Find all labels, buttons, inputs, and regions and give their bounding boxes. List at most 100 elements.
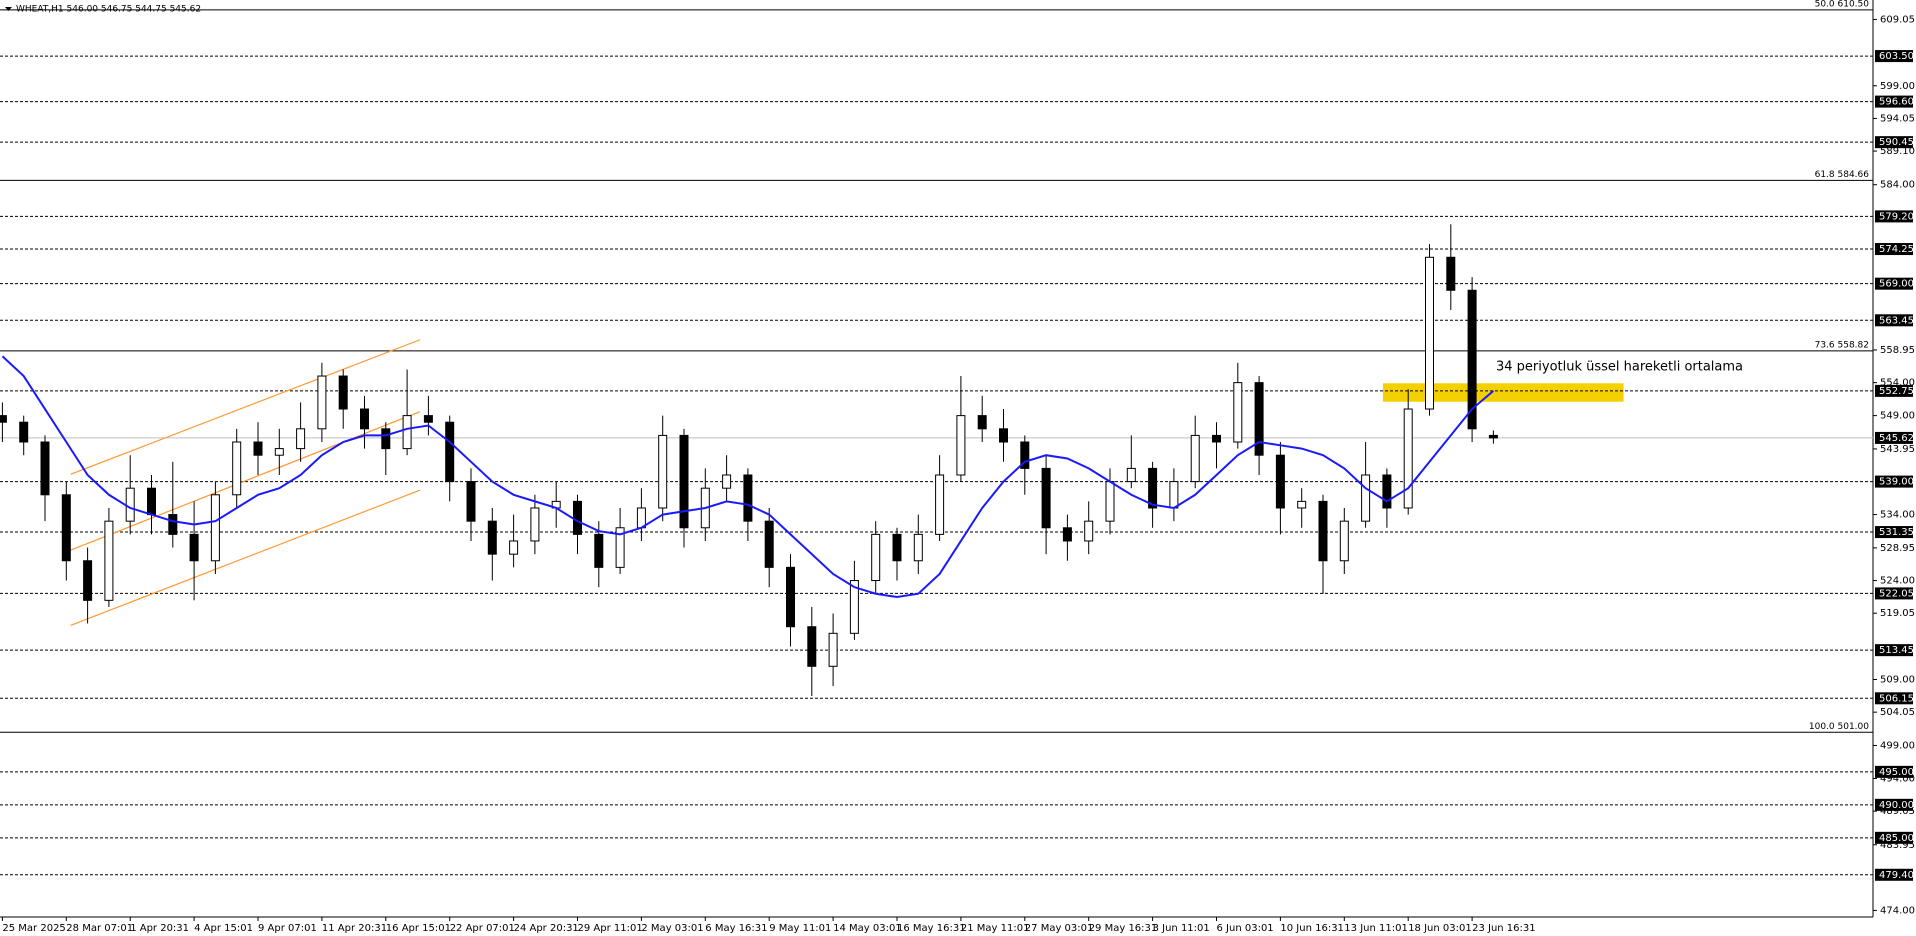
candle-body bbox=[935, 474, 945, 535]
candle-body bbox=[1020, 441, 1030, 469]
candle-body bbox=[871, 533, 881, 582]
candle-body bbox=[1169, 481, 1179, 509]
candle-body bbox=[402, 415, 412, 450]
candle-body bbox=[1148, 467, 1158, 509]
y-tick-label: 558.95 bbox=[1880, 345, 1915, 356]
x-tick-label: 10 Jun 16:31 bbox=[1280, 923, 1344, 934]
x-tick-label: 11 Apr 20:31 bbox=[322, 923, 387, 934]
candle-body bbox=[615, 527, 625, 568]
candle-body bbox=[1382, 474, 1392, 509]
y-tick-label: 483.95 bbox=[1880, 840, 1915, 851]
candle-body bbox=[1297, 500, 1307, 509]
level-label-box bbox=[1875, 50, 1913, 63]
x-tick-label: 16 May 16:31 bbox=[897, 923, 966, 934]
candle-body bbox=[1361, 474, 1371, 522]
channel-line bbox=[70, 411, 421, 551]
x-tick-label: 27 May 03:01 bbox=[1025, 923, 1094, 934]
level-label: 495.00 bbox=[1879, 767, 1914, 778]
candle-body bbox=[594, 533, 604, 568]
fib-label: 50.0 610.50 bbox=[1815, 0, 1870, 9]
candle-body bbox=[1212, 434, 1221, 443]
candle-body bbox=[83, 560, 93, 601]
x-tick-label: 3 Jun 11:01 bbox=[1153, 923, 1210, 934]
level-label: 596.60 bbox=[1879, 97, 1914, 108]
x-tick-label: 21 May 11:01 bbox=[961, 923, 1030, 934]
x-tick-label: 2 May 03:01 bbox=[641, 923, 703, 934]
candle-body bbox=[722, 474, 732, 489]
level-label: 563.45 bbox=[1879, 315, 1914, 326]
level-label: 485.00 bbox=[1879, 833, 1914, 844]
candle-body bbox=[786, 566, 795, 628]
candle-body bbox=[999, 428, 1008, 443]
candle-body bbox=[1488, 434, 1498, 439]
level-label: 574.25 bbox=[1879, 244, 1914, 255]
candle-body bbox=[104, 520, 114, 601]
y-tick-label: 609.05 bbox=[1880, 14, 1915, 25]
level-label: 506.15 bbox=[1879, 693, 1914, 704]
ema-line bbox=[1, 355, 1495, 599]
level-label-box bbox=[1875, 765, 1913, 778]
candle-body bbox=[636, 507, 646, 529]
level-label-box bbox=[1875, 136, 1913, 149]
y-tick-label: 599.00 bbox=[1880, 81, 1915, 92]
level-label: 579.20 bbox=[1879, 211, 1914, 222]
level-label-box bbox=[1875, 831, 1913, 844]
level-label-box bbox=[1875, 644, 1913, 657]
candle-body bbox=[1275, 454, 1285, 509]
y-tick-label: 534.00 bbox=[1880, 510, 1915, 521]
level-label: 603.50 bbox=[1879, 51, 1914, 62]
y-tick-label: 509.00 bbox=[1880, 675, 1915, 686]
x-tick-label: 18 Jun 03:01 bbox=[1408, 923, 1472, 934]
candle-body bbox=[1254, 382, 1264, 456]
y-tick-label: 474.00 bbox=[1880, 905, 1915, 916]
x-tick-label: 6 May 16:31 bbox=[705, 923, 767, 934]
y-tick-label: 543.95 bbox=[1880, 444, 1915, 455]
candle-body bbox=[892, 533, 902, 562]
candle-body bbox=[1403, 408, 1413, 509]
current-price-label: 545.62 bbox=[1879, 433, 1914, 444]
x-tick-label: 4 Apr 15:01 bbox=[194, 923, 253, 934]
candle-body bbox=[232, 441, 242, 496]
candle-body bbox=[530, 507, 540, 542]
candle-body bbox=[658, 434, 668, 509]
y-tick-label: 489.05 bbox=[1880, 806, 1915, 817]
candle-body bbox=[1233, 382, 1243, 443]
candle-body bbox=[743, 474, 753, 522]
symbol-menu-icon[interactable] bbox=[5, 7, 12, 11]
candle-body bbox=[913, 533, 923, 562]
level-label: 539.00 bbox=[1879, 477, 1914, 488]
y-tick-label: 494.00 bbox=[1880, 773, 1915, 784]
candle-body bbox=[168, 514, 178, 535]
level-label: 479.40 bbox=[1879, 870, 1914, 881]
candle-body bbox=[360, 408, 369, 430]
candle-body bbox=[487, 520, 497, 555]
level-label-box bbox=[1875, 277, 1913, 290]
x-tick-label: 6 Jun 03:01 bbox=[1217, 923, 1274, 934]
highlight-zone bbox=[1382, 383, 1624, 402]
candle-body bbox=[19, 421, 29, 443]
candle-body bbox=[1425, 256, 1434, 410]
candle-body bbox=[764, 520, 774, 568]
level-label: 531.35 bbox=[1879, 527, 1914, 538]
y-tick-label: 504.05 bbox=[1880, 707, 1915, 718]
level-label-box bbox=[1875, 475, 1913, 488]
candle-body bbox=[466, 481, 476, 522]
candle-body bbox=[977, 415, 987, 430]
level-label-box bbox=[1875, 384, 1913, 397]
candle-body bbox=[1126, 467, 1136, 483]
candle-body bbox=[509, 540, 519, 555]
x-tick-label: 14 May 03:01 bbox=[833, 923, 902, 934]
candle-body bbox=[1062, 527, 1072, 542]
x-tick-label: 1 Apr 20:31 bbox=[130, 923, 189, 934]
x-tick-label: 25 Mar 2025 bbox=[2, 923, 65, 934]
x-tick-label: 23 Jun 16:31 bbox=[1472, 923, 1536, 934]
candle-body bbox=[1041, 467, 1051, 529]
candle-body bbox=[1190, 434, 1200, 483]
candle-body bbox=[807, 626, 817, 667]
candle-body bbox=[274, 448, 284, 456]
y-tick-label: 528.95 bbox=[1880, 543, 1915, 554]
candle-body bbox=[849, 580, 859, 634]
level-label: 569.00 bbox=[1879, 279, 1914, 290]
candle-body bbox=[956, 415, 966, 476]
level-label-box bbox=[1875, 314, 1913, 327]
